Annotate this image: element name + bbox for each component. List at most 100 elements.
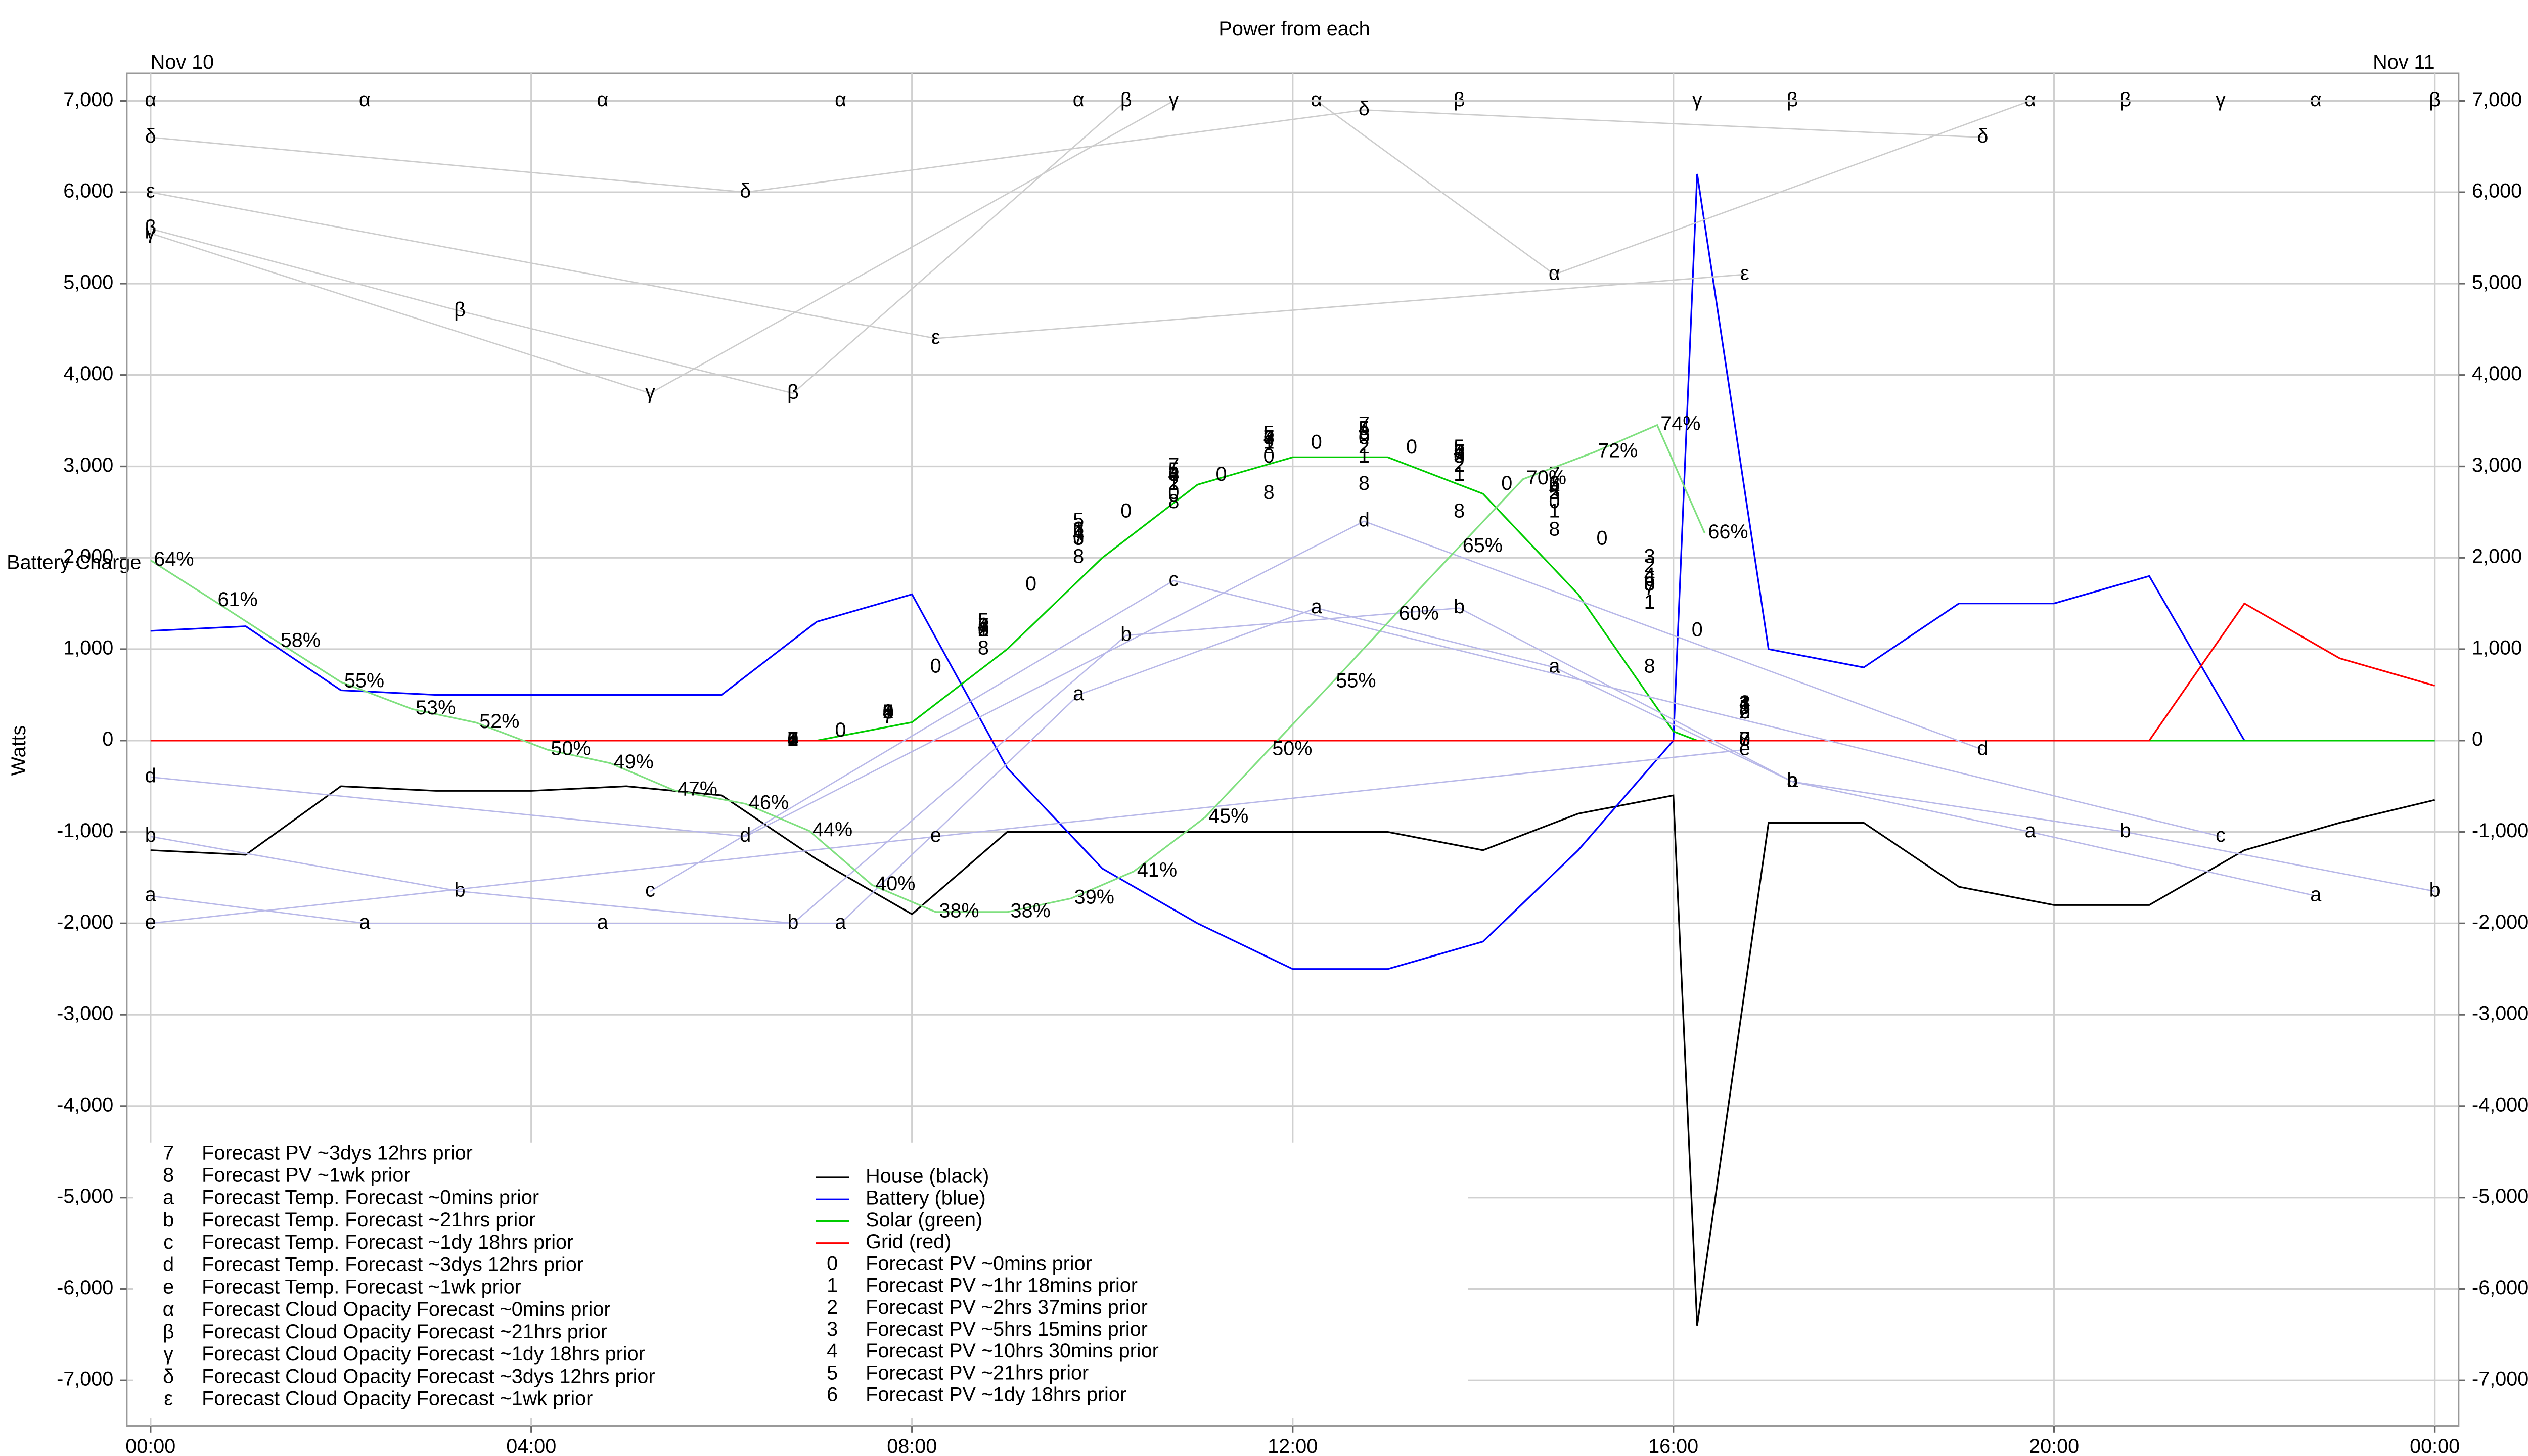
forecast-marker: 6 (1739, 701, 1750, 723)
forecast-marker: β (454, 299, 466, 321)
legend-marker: 7 (163, 1142, 174, 1164)
forecast-marker: 0 (1216, 463, 1227, 485)
value-label: 41% (1137, 859, 1177, 881)
value-label: 52% (479, 710, 519, 733)
forecast-marker: b (1120, 623, 1132, 645)
value-label: 38% (939, 899, 979, 922)
forecast-marker: 3 (1263, 427, 1275, 449)
y-tick-label-right: -4,000 (2472, 1094, 2528, 1116)
legend-entry: Forecast Temp. Forecast ~0mins prior (202, 1187, 539, 1209)
y-tick-label-right: 5,000 (2472, 271, 2522, 293)
forecast-marker: ε (931, 326, 940, 348)
forecast-marker: 5 (1549, 481, 1560, 504)
forecast-marker: 3 (1168, 463, 1179, 485)
y-tick-label: -7,000 (57, 1368, 113, 1390)
y-tick-label-right: -2,000 (2472, 911, 2528, 933)
value-label: 58% (281, 629, 321, 651)
forecast-marker: b (787, 911, 798, 933)
forecast-marker: 7 (1644, 577, 1655, 600)
forecast-marker: 0 (787, 728, 798, 750)
y-tick-label-right: 1,000 (2472, 636, 2522, 659)
forecast-marker: 3 (1739, 692, 1750, 714)
y-tick-label: 5,000 (63, 271, 113, 293)
forecast-marker: 6 (1359, 422, 1370, 444)
value-label: 74% (1660, 413, 1700, 435)
forecast-marker: 7 (1359, 413, 1370, 435)
value-label: 66% (1708, 521, 1748, 543)
forecast-marker: γ (2216, 88, 2226, 111)
forecast-marker: 1 (883, 701, 894, 723)
legend-entry: Forecast PV ~10hrs 30mins prior (866, 1340, 1159, 1362)
forecast-marker: 5 (1454, 436, 1465, 458)
forecast-marker: γ (645, 381, 655, 403)
forecast-marker: 0 (1263, 445, 1275, 467)
y-tick-label: 7,000 (63, 88, 113, 111)
forecast-marker: d (1977, 737, 1988, 759)
forecast-marker: 4 (1168, 463, 1179, 485)
forecast-marker: β (1120, 88, 1132, 111)
forecast-marker: 1 (1454, 463, 1465, 485)
forecast-marker: 1 (978, 618, 989, 641)
legend-marker: α (163, 1298, 174, 1321)
y-tick-label: 2,000 (63, 545, 113, 568)
y-tick-label-right: -7,000 (2472, 1368, 2528, 1390)
x-tick-label: 16:00 (1648, 1435, 1698, 1456)
y-tick-label: -5,000 (57, 1185, 113, 1207)
y-tick-label: -1,000 (57, 820, 113, 842)
forecast-marker: 2 (1359, 436, 1370, 458)
forecast-marker: a (1311, 596, 1323, 618)
forecast-marker: 8 (1263, 481, 1275, 504)
forecast-marker: δ (1359, 98, 1370, 120)
forecast-marker: d (740, 824, 751, 846)
legend-marker: c (163, 1231, 173, 1253)
x-tick-label: 20:00 (2029, 1435, 2079, 1456)
legend-box (133, 1142, 1468, 1418)
legend-entry: Solar (green) (866, 1209, 982, 1231)
y-tick-label: 3,000 (63, 454, 113, 476)
y-axis-label: Watts (8, 725, 30, 776)
forecast-marker: 6 (1073, 518, 1084, 540)
forecast-marker: 8 (883, 701, 894, 723)
legend-entry: Forecast Temp. Forecast ~1wk prior (202, 1276, 521, 1298)
forecast-marker: γ (1692, 88, 1702, 111)
y-tick-label-right: -6,000 (2472, 1277, 2528, 1299)
y-tick-label-right: 6,000 (2472, 180, 2522, 202)
forecast-marker: 5 (1073, 509, 1084, 531)
forecast-marker: 2 (787, 728, 798, 750)
value-label: 40% (875, 873, 915, 895)
value-label: 38% (1011, 899, 1051, 922)
forecast-marker: 1 (787, 728, 798, 750)
forecast-marker: 0 (1596, 527, 1607, 550)
value-label: 60% (1399, 602, 1439, 624)
legend-entry: House (black) (866, 1165, 989, 1188)
forecast-marker: 2 (883, 701, 894, 723)
forecast-marker: 8 (1454, 499, 1465, 522)
legend-entry: Forecast PV ~1dy 18hrs prior (866, 1384, 1126, 1406)
forecast-marker: ε (1740, 262, 1749, 284)
forecast-marker: 8 (787, 728, 798, 750)
forecast-marker: 0 (883, 701, 894, 723)
forecast-marker: 5 (1168, 459, 1179, 481)
forecast-marker: a (835, 911, 847, 933)
forecast-marker: α (145, 88, 156, 111)
legend-entry: Forecast PV ~0mins prior (866, 1252, 1092, 1275)
forecast-marker: c (645, 879, 655, 901)
forecast-marker: b (2429, 879, 2441, 901)
y-tick-label-right: 4,000 (2472, 362, 2522, 385)
forecast-marker: 3 (787, 728, 798, 750)
forecast-marker: a (145, 884, 157, 906)
value-label: 64% (154, 548, 194, 570)
date-label: Nov 11 (2373, 51, 2434, 73)
forecast-marker: 3 (1549, 472, 1560, 494)
legend-marker: 6 (827, 1384, 838, 1406)
y-tick-label-right: -5,000 (2472, 1185, 2528, 1207)
forecast-marker: 2 (1739, 701, 1750, 723)
forecast-marker: 4 (883, 701, 894, 723)
forecast-marker: 5 (1739, 696, 1750, 718)
forecast-marker: 4 (1359, 418, 1370, 440)
forecast-marker: a (597, 911, 609, 933)
forecast-marker: α (1073, 88, 1085, 111)
x-tick-label: 12:00 (1268, 1435, 1318, 1456)
forecast-marker: 6 (787, 728, 798, 750)
forecast-marker: 6 (1454, 440, 1465, 463)
